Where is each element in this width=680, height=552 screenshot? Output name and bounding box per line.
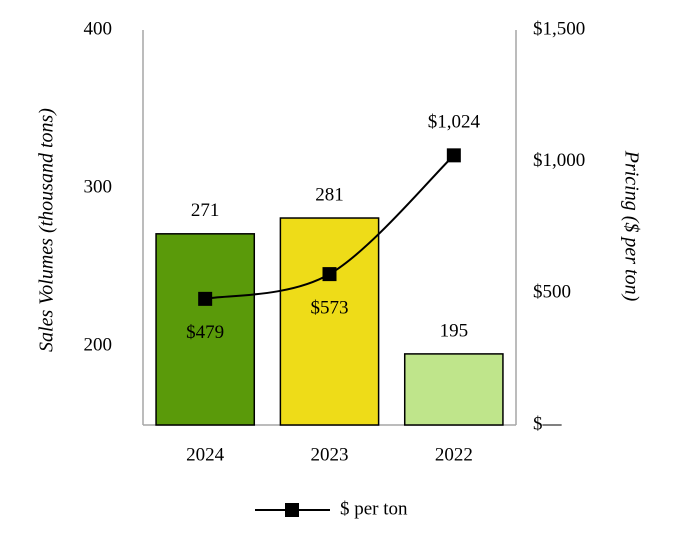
legend-marker (285, 503, 299, 517)
y-tick-label: 200 (84, 334, 113, 355)
y2-tick-label: $500 (533, 282, 571, 303)
legend-label: $ per ton (340, 498, 408, 519)
bar-value-label: 281 (315, 184, 344, 205)
y-tick-label: 300 (84, 176, 113, 197)
x-tick-label: 2023 (311, 444, 349, 465)
y-axis-title: Sales Volumes (thousand tons) (36, 108, 58, 352)
y2-tick-label: $— (533, 413, 563, 434)
bar (155, 233, 256, 426)
line-value-label: $573 (311, 297, 349, 318)
line-marker (446, 148, 461, 163)
y2-tick-label: $1,000 (533, 150, 585, 171)
bar (403, 353, 504, 426)
line-value-label: $479 (186, 322, 224, 343)
y2-tick-label: $1,500 (533, 18, 585, 39)
line-marker (198, 291, 213, 306)
y2-axis-title: Pricing ($ per ton) (620, 150, 642, 302)
x-tick-label: 2024 (186, 444, 225, 465)
x-tick-label: 2022 (435, 444, 473, 465)
bar-value-label: 271 (191, 200, 220, 221)
line-value-label: $1,024 (428, 112, 481, 133)
bar (279, 217, 380, 426)
bar-value-label: 195 (440, 320, 469, 341)
y-tick-label: 400 (84, 18, 113, 39)
line-marker (322, 267, 337, 282)
